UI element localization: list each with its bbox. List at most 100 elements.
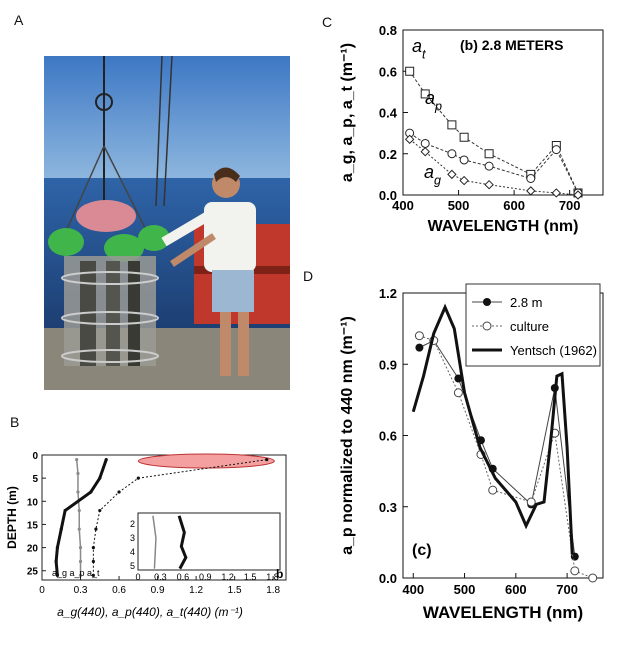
data-point-a_g bbox=[551, 188, 562, 198]
inset-x-tick-label: 0.9 bbox=[199, 572, 212, 582]
x-axis-title-d: WAVELENGTH (nm) bbox=[423, 603, 583, 622]
profile-point-a_g bbox=[77, 508, 81, 513]
y-tick-label-c: 0.2 bbox=[379, 147, 397, 162]
series-line-a_p bbox=[409, 132, 579, 194]
legend-label: culture bbox=[510, 319, 549, 334]
profile-point-a_g bbox=[78, 573, 83, 577]
plot-frame-d bbox=[402, 292, 604, 579]
data-point-a_t bbox=[447, 120, 457, 130]
series-line-yentsch bbox=[411, 303, 574, 555]
inset-x-tick-label: 1.2 bbox=[221, 572, 234, 582]
inset-x-tick-label: 1.8 bbox=[266, 572, 279, 582]
x-tick-label-b: 0.6 bbox=[112, 585, 126, 596]
chart-title-c: (b) 2.8 METERS bbox=[460, 37, 563, 53]
y-tick-label-b: 0 bbox=[32, 451, 38, 462]
x-axis-title-c: WAVELENGTH (nm) bbox=[428, 218, 579, 235]
profile-point-a_g bbox=[78, 559, 83, 564]
inset-y-tick-label: 4 bbox=[130, 547, 135, 557]
panel-tag-d: (c) bbox=[412, 542, 432, 559]
data-point-culture bbox=[550, 428, 560, 438]
series-label-a_p: ap bbox=[425, 88, 442, 113]
legend-marker-culture bbox=[482, 321, 492, 331]
plot-frame-b bbox=[41, 454, 287, 581]
y-tick-label-b: 15 bbox=[27, 520, 39, 531]
data-point-a_g bbox=[404, 134, 415, 145]
data-point-a_p bbox=[405, 128, 415, 138]
series-label-a_g: ag bbox=[424, 162, 441, 187]
field-photo bbox=[44, 56, 290, 390]
x-tick-label-c: 600 bbox=[503, 198, 525, 213]
x-tick-label-c: 500 bbox=[448, 198, 470, 213]
y-tick-label-b: 10 bbox=[27, 497, 39, 508]
data-point-culture bbox=[429, 336, 439, 345]
profile-point-a_p bbox=[55, 573, 60, 577]
y-tick-label-d: 0.9 bbox=[379, 357, 397, 372]
profile-point-a_p bbox=[59, 527, 63, 531]
corner-label-b: a_g a_p a_t bbox=[52, 568, 100, 578]
profile-point-a_t bbox=[91, 573, 95, 577]
x-tick-label-d: 500 bbox=[454, 582, 476, 597]
plot-frame-c bbox=[402, 29, 604, 196]
profile-point-a_t bbox=[136, 476, 140, 480]
y-tick-label-b: 20 bbox=[27, 544, 39, 555]
panel-tag-b: b bbox=[276, 567, 283, 581]
data-point-2-8m bbox=[488, 464, 497, 473]
photo-icon bbox=[44, 56, 290, 390]
x-tick-label-b: 1.2 bbox=[189, 585, 203, 596]
x-tick-label-c: 700 bbox=[559, 198, 581, 213]
data-point-culture bbox=[453, 388, 463, 398]
data-point-a_t bbox=[484, 149, 494, 159]
x-tick-label-d: 700 bbox=[556, 582, 578, 597]
data-point-a_p bbox=[459, 155, 469, 165]
inset-profile-a_p bbox=[177, 515, 188, 570]
data-point-a_t bbox=[573, 188, 583, 198]
data-point-a_g bbox=[573, 190, 583, 200]
y-tick-label-d: 0.6 bbox=[379, 429, 397, 444]
profile-point-a_p bbox=[98, 476, 102, 480]
profile-a_p bbox=[54, 459, 108, 576]
inset-x-tick-label: 0 bbox=[135, 572, 140, 582]
inset-x-tick-label: 1.5 bbox=[244, 572, 257, 582]
data-point-a_p bbox=[447, 149, 457, 159]
data-point-2-8m bbox=[454, 374, 463, 383]
data-point-a_p bbox=[551, 145, 561, 155]
inset-y-tick-label: 2 bbox=[130, 519, 135, 529]
data-point-a_t bbox=[551, 141, 561, 150]
data-point-culture bbox=[488, 485, 498, 495]
y-tick-label-d: 1.2 bbox=[379, 286, 397, 301]
data-point-a_g bbox=[420, 146, 430, 157]
x-tick-label-d: 600 bbox=[505, 582, 527, 597]
data-point-a_p bbox=[484, 161, 494, 171]
profile-point-a_g bbox=[78, 545, 83, 550]
x-tick-label-b: 0.9 bbox=[151, 585, 165, 596]
profile-point-a_t bbox=[91, 545, 95, 550]
data-point-a_p bbox=[573, 188, 583, 198]
inset-y-tick-label: 3 bbox=[130, 533, 135, 543]
data-point-2-8m bbox=[527, 500, 536, 509]
data-point-culture bbox=[588, 573, 598, 583]
y-tick-label-d: 0.3 bbox=[379, 500, 397, 515]
profile-point-a_g bbox=[75, 458, 79, 462]
profile-a_g bbox=[75, 459, 82, 576]
inset-profile-a_g bbox=[152, 515, 157, 569]
profile-point-a_g bbox=[76, 471, 80, 476]
legend-box-d bbox=[465, 283, 601, 367]
profile-point-a_p bbox=[63, 508, 67, 513]
profile-point-a_p bbox=[89, 490, 93, 494]
panel-letter-c: C bbox=[322, 14, 333, 30]
profile-point-a_t bbox=[98, 508, 102, 513]
series-line-2-8m bbox=[419, 339, 576, 557]
y-axis-title-c: a_g, a_p, a_t (m⁻¹) bbox=[339, 43, 356, 182]
x-tick-label-d: 400 bbox=[402, 582, 424, 597]
data-point-2-8m bbox=[476, 436, 485, 445]
data-point-a_g bbox=[526, 186, 536, 196]
profile-a_t bbox=[92, 459, 267, 576]
profile-point-a_t bbox=[265, 458, 269, 462]
panel-letter-a: A bbox=[14, 12, 24, 28]
y-tick-label-b: 25 bbox=[27, 567, 39, 578]
data-point-a_p bbox=[420, 138, 430, 148]
x-axis-title-b: a_g(440), a_p(440), a_t(440) (m⁻¹) bbox=[57, 605, 243, 619]
y-axis-title-d: a_p normalized to 440 nm (m⁻¹) bbox=[339, 316, 356, 555]
x-tick-label-b: 1.5 bbox=[228, 585, 242, 596]
profile-point-a_g bbox=[76, 490, 80, 494]
